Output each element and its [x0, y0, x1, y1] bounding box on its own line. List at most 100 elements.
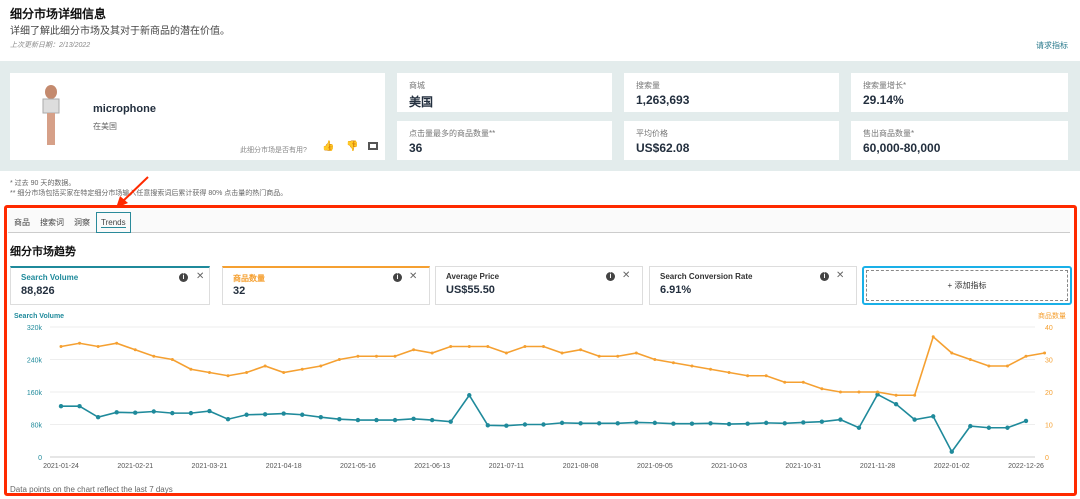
metric-name: Search Conversion Rate [660, 272, 753, 281]
data-point [820, 387, 824, 391]
close-icon[interactable]: ✕ [196, 271, 205, 282]
right-tick-label: 10 [1045, 423, 1053, 430]
data-point [559, 420, 565, 426]
product-name: microphone [93, 103, 156, 115]
data-point [875, 392, 880, 397]
stat-card-marketplace: 商城 美国 [397, 73, 612, 112]
footnote: * 过去 90 天的数据。 [10, 180, 76, 187]
tab-trends[interactable]: Trends [96, 212, 131, 233]
data-point [522, 422, 528, 427]
tab-insights[interactable]: 洞察 [70, 214, 94, 231]
data-point [541, 422, 546, 427]
data-point [226, 374, 230, 378]
data-point [318, 414, 324, 420]
data-point [170, 358, 174, 361]
data-point [486, 345, 490, 348]
data-point [912, 417, 917, 422]
data-point [616, 354, 620, 358]
left-tick-label: 80k [31, 423, 43, 430]
data-point [597, 354, 601, 358]
stat-card-units-sold: 售出商品数量* 60,000-80,000 [851, 121, 1068, 160]
data-point [300, 412, 305, 417]
x-tick-label: 2021-03-21 [192, 463, 228, 470]
data-point [337, 358, 341, 361]
tab-products[interactable]: 商品 [10, 214, 34, 231]
add-metric-button[interactable]: + 添加指标 [862, 266, 1072, 305]
data-point [689, 421, 695, 426]
data-point [690, 364, 694, 368]
data-point [59, 345, 63, 348]
metric-card-average-price[interactable]: Average Price US$55.50 i ✕ [435, 266, 643, 305]
data-point [393, 354, 397, 358]
stat-value: 36 [409, 141, 423, 155]
data-point [782, 421, 787, 426]
microphone-image [42, 85, 60, 145]
data-point [96, 345, 100, 348]
right-tick-label: 30 [1045, 358, 1053, 365]
data-point [467, 393, 472, 398]
request-metric-link[interactable]: 请求指标 [1036, 41, 1068, 50]
data-point [579, 348, 583, 352]
data-point [1043, 351, 1047, 355]
close-icon[interactable]: ✕ [836, 270, 845, 281]
close-icon[interactable]: ✕ [409, 271, 418, 282]
tab-search-terms[interactable]: 搜索词 [36, 214, 68, 231]
thumbs-up-icon[interactable]: 👍 [322, 141, 335, 152]
info-icon[interactable]: i [393, 273, 402, 282]
data-point [708, 421, 713, 426]
data-point [189, 367, 193, 371]
feedback-question: 此细分市场是否有用? [240, 147, 307, 154]
stat-value: 60,000-80,000 [863, 141, 941, 155]
data-point [245, 371, 249, 374]
x-tick-label: 2021-11-28 [860, 463, 895, 470]
metric-card-search-volume[interactable]: Search Volume 88,826 i ✕ [10, 266, 210, 305]
data-point [281, 411, 286, 416]
data-point [894, 393, 898, 397]
x-tick-label: 2021-06-13 [414, 463, 450, 470]
trends-heading: 细分市场趋势 [10, 246, 76, 258]
metric-value: 32 [233, 285, 246, 297]
x-tick-label: 2021-01-24 [43, 463, 79, 470]
right-tick-label: 40 [1045, 325, 1053, 332]
metric-name: 商品数量 [233, 274, 265, 283]
tab-label: Trends [101, 218, 126, 228]
info-icon[interactable]: i [606, 272, 615, 281]
left-tick-label: 320k [27, 325, 43, 332]
x-tick-label: 2021-09-05 [637, 463, 673, 470]
data-point [838, 390, 842, 394]
footnotes: * 过去 90 天的数据。 ** 细分市场包括买家在特定细分市场输入任意搜索词后… [10, 179, 287, 199]
data-point [356, 354, 360, 358]
data-point [523, 345, 527, 348]
comment-icon[interactable] [368, 142, 378, 150]
stat-card-top-clicked: 点击量最多的商品数量** 36 [397, 121, 612, 160]
right-tick-label: 20 [1045, 390, 1053, 397]
data-point [207, 371, 211, 374]
data-point [856, 425, 862, 430]
info-icon[interactable]: i [179, 273, 188, 282]
tab-label: 商品 [14, 218, 30, 227]
data-point [429, 417, 435, 423]
data-point [95, 414, 101, 420]
data-point [374, 417, 379, 423]
data-point [987, 364, 991, 368]
data-point [337, 417, 342, 422]
info-icon[interactable]: i [820, 272, 829, 281]
data-point [931, 335, 935, 339]
data-point [300, 367, 304, 371]
tab-bar: 商品 搜索词 洞察 Trends [8, 210, 1070, 233]
data-point [968, 423, 973, 429]
data-point [412, 348, 416, 352]
data-point [931, 414, 936, 419]
data-point [726, 421, 732, 427]
thumbs-down-icon[interactable]: 👎 [346, 141, 359, 152]
data-point [819, 419, 825, 424]
x-tick-label: 2021-02-21 [117, 463, 153, 470]
product-region: 在美国 [93, 122, 117, 131]
metric-card-product-count[interactable]: 商品数量 32 i ✕ [222, 266, 430, 305]
data-point [893, 401, 899, 407]
data-point [876, 390, 880, 394]
close-icon[interactable]: ✕ [622, 270, 631, 281]
x-tick-label: 2022-01-02 [934, 463, 970, 470]
x-tick-label: 2022-12-26 [1008, 463, 1044, 470]
metric-card-conversion-rate[interactable]: Search Conversion Rate 6.91% i ✕ [649, 266, 857, 305]
